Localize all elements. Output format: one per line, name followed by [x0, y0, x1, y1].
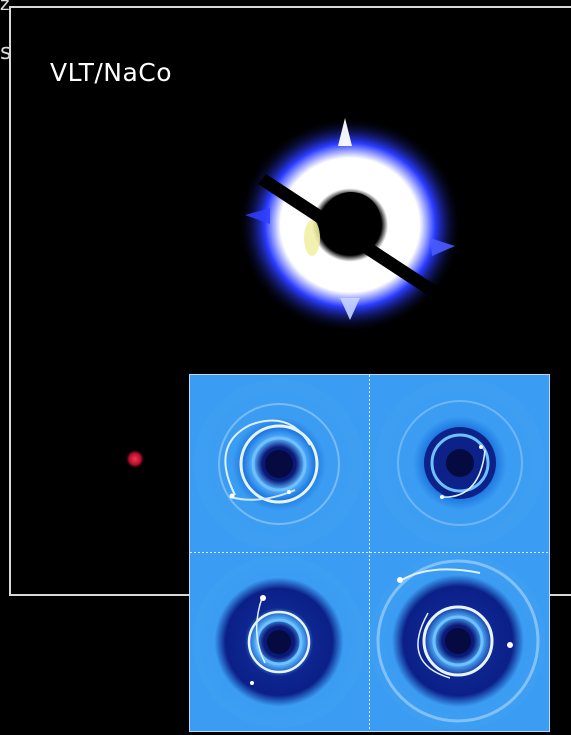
simulation-inset: [189, 374, 550, 732]
simulation-panel-1: [190, 375, 369, 552]
simulation-panel-3: [190, 553, 369, 731]
simulation-grid: [190, 375, 549, 731]
companion-planet: [125, 449, 145, 469]
edge-glyph-side: s: [0, 40, 12, 65]
instrument-label: VLT/NaCo: [50, 58, 173, 87]
simulation-panel-2: [370, 375, 549, 552]
debris-disk: [238, 117, 462, 333]
simulation-panel-4: [370, 553, 549, 731]
edge-glyph-top: z: [0, 0, 10, 15]
